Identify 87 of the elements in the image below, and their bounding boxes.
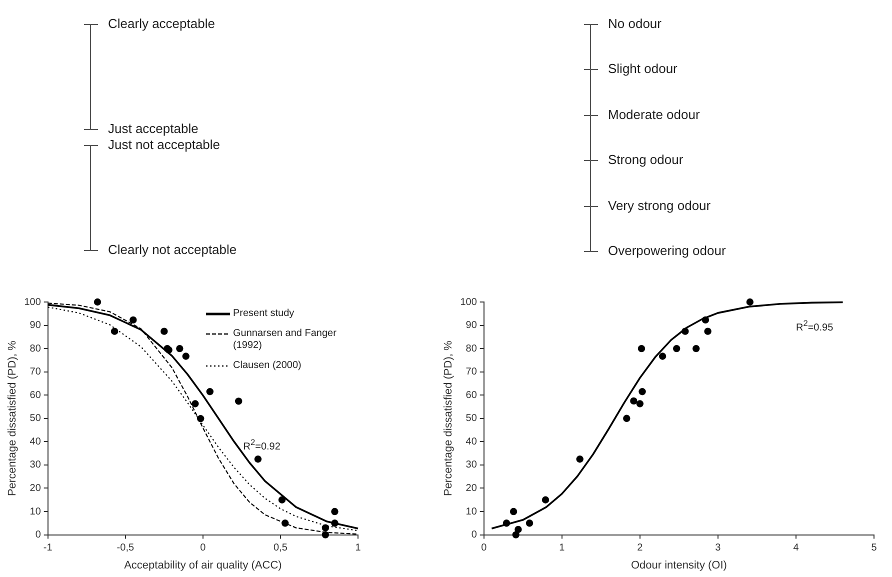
- point: [702, 316, 710, 324]
- text: Moderate odour: [608, 107, 700, 123]
- point: [623, 414, 630, 422]
- annotation: R$^{2}$=0.92: [243, 436, 280, 454]
- point: [636, 400, 644, 408]
- text: Clearly acceptable: [108, 16, 215, 32]
- point: [130, 316, 137, 324]
- y-tick-label: 70: [466, 366, 478, 378]
- point: [746, 298, 754, 306]
- annotation: R$^{2}$=0.95: [796, 316, 834, 336]
- text: Clearly not acceptable: [108, 242, 237, 258]
- y-axis-title: Percentage dissatisfied (PD), %: [442, 340, 455, 496]
- point: [176, 344, 184, 352]
- text: Overpowering odour: [608, 243, 726, 259]
- text: Strong odour: [608, 152, 684, 168]
- point: [502, 520, 510, 527]
- legend-label: Clausen (2000): [233, 360, 302, 372]
- x-tick-label: 0,5: [274, 542, 288, 554]
- point: [331, 520, 338, 527]
- x-tick-label: 1: [355, 542, 362, 554]
- point: [206, 388, 214, 396]
- point: [192, 400, 199, 408]
- point: [638, 388, 646, 396]
- point: [704, 328, 712, 335]
- point: [110, 328, 118, 335]
- x-tick-label: 0: [200, 542, 206, 554]
- point: [235, 398, 242, 405]
- point: [278, 496, 286, 504]
- text: Slight odour: [608, 61, 678, 77]
- y-axis-title: Percentage dissatisfied (PD), %: [6, 340, 19, 496]
- point: [692, 344, 700, 352]
- y-tick-label: 70: [30, 366, 42, 378]
- y-tick-label: 50: [466, 413, 478, 424]
- y-tick-label: 20: [30, 482, 42, 494]
- text: Very strong odour: [608, 198, 711, 214]
- y-tick-label: 20: [466, 482, 478, 494]
- y-tick-label: 80: [466, 343, 478, 354]
- y-tick-label: 50: [30, 413, 42, 424]
- point: [514, 526, 522, 534]
- point: [322, 524, 330, 532]
- y-tick-label: 60: [30, 390, 42, 401]
- point: [542, 496, 550, 504]
- legend-label: Gunnarsen and Fanger (1992): [233, 328, 338, 352]
- point: [658, 352, 666, 360]
- point: [182, 352, 190, 360]
- x-tick-label: -0,5: [116, 542, 134, 554]
- point: [94, 298, 102, 306]
- point: [160, 328, 168, 335]
- y-tick-label: 80: [30, 343, 42, 354]
- x-axis-title: Odour intensity (OI): [630, 559, 727, 572]
- y-tick-label: 0: [471, 530, 478, 541]
- text: Just not acceptable: [108, 137, 220, 153]
- text: Just acceptable: [108, 121, 198, 137]
- y-tick-label: 10: [30, 506, 42, 518]
- point: [254, 456, 262, 463]
- point: [510, 508, 518, 516]
- x-tick-label: -1: [43, 542, 53, 554]
- point: [282, 520, 289, 527]
- x-tick-label: 1: [559, 542, 566, 554]
- x-tick-label: 3: [715, 542, 722, 554]
- x-tick-label: 2: [637, 542, 644, 554]
- point: [682, 328, 689, 335]
- y-tick-label: 100: [460, 296, 478, 308]
- y-tick-label: 30: [30, 460, 42, 471]
- y-tick-label: 100: [24, 296, 42, 308]
- point: [322, 531, 330, 538]
- point: [630, 397, 638, 405]
- point: [331, 508, 338, 516]
- point: [638, 344, 646, 352]
- point: [576, 456, 584, 463]
- y-tick-label: 10: [466, 506, 478, 518]
- point: [673, 344, 680, 352]
- y-tick-label: 90: [466, 320, 478, 332]
- y-tick-label: 30: [466, 460, 478, 471]
- point: [197, 415, 204, 422]
- legend-label: Present study: [233, 308, 296, 320]
- y-tick-label: 0: [35, 530, 42, 541]
- y-tick-label: 90: [30, 320, 42, 332]
- x-tick-label: 0: [481, 542, 488, 554]
- y-tick-label: 60: [466, 390, 478, 401]
- y-tick-label: 40: [30, 436, 42, 448]
- point: [526, 520, 534, 527]
- text: No odour: [608, 16, 662, 32]
- y-tick-label: 40: [466, 436, 478, 448]
- x-axis-title: Acceptability of air quality (ACC): [124, 559, 282, 572]
- x-tick-label: 5: [871, 542, 878, 554]
- x-tick-label: 4: [793, 542, 800, 554]
